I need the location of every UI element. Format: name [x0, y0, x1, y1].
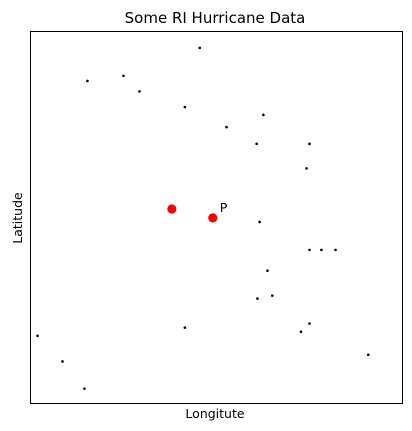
data-point-17: [271, 294, 274, 297]
data-point-24: [366, 353, 370, 357]
plot-area: [30, 31, 403, 404]
data-point-9: [308, 142, 311, 146]
data-point-6: [225, 125, 228, 129]
data-marks: P: [36, 46, 370, 390]
y-axis-label: Latitude: [10, 192, 25, 244]
data-point-10: [305, 167, 308, 170]
data-point-11: [258, 220, 261, 224]
data-point-5: [183, 105, 187, 109]
data-point-7: [262, 113, 265, 117]
data-point-15: [266, 269, 269, 272]
x-axis-label: Longitute: [185, 406, 244, 421]
data-point-20: [299, 330, 303, 334]
data-point-22: [61, 360, 64, 363]
point-annotation-label: P: [220, 200, 228, 215]
data-point-13: [320, 248, 323, 252]
data-point-16: [256, 297, 259, 300]
data-point-4: [138, 90, 141, 93]
data-point-19: [308, 322, 311, 325]
data-point-3: [122, 74, 125, 78]
data-point-8: [255, 142, 258, 146]
chart-title: Some RI Hurricane Data: [125, 9, 306, 27]
data-point-21: [36, 334, 39, 338]
highlight-point-2: [208, 213, 218, 223]
data-point-18: [183, 326, 187, 329]
data-point-12: [308, 248, 311, 252]
data-point-2: [86, 79, 89, 83]
highlight-point-1: [167, 204, 177, 214]
data-point-14: [334, 248, 337, 252]
data-point-23: [83, 387, 86, 390]
data-point-1: [198, 46, 202, 50]
